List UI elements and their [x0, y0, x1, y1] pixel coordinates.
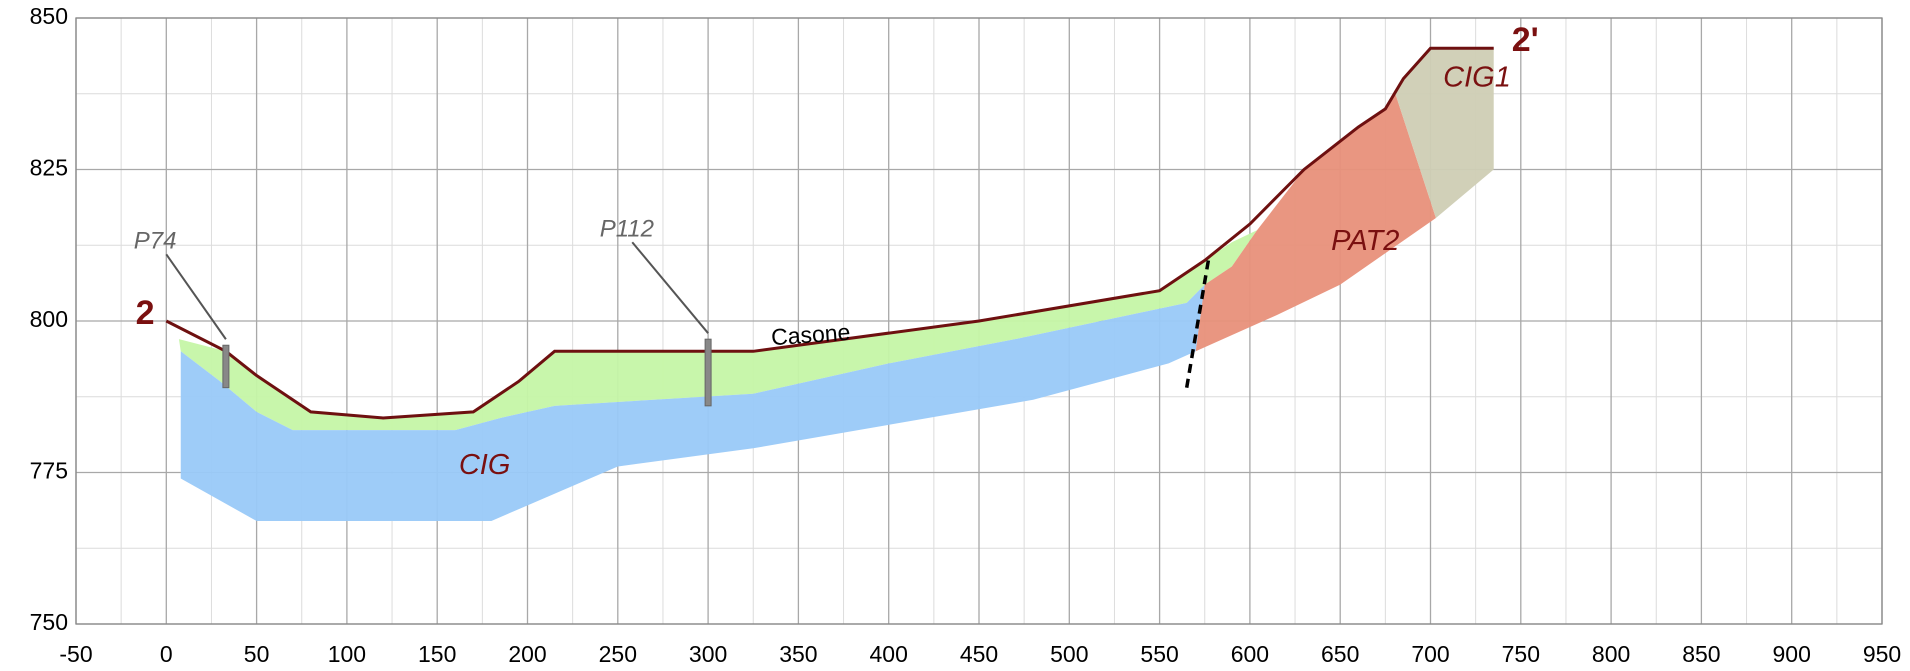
section-end-label: 2 [136, 294, 155, 332]
area [180, 284, 1205, 521]
x-tick-label: 0 [160, 641, 173, 667]
y-tick-label: 825 [30, 155, 68, 181]
x-tick-label: 400 [870, 641, 908, 667]
area [178, 230, 1258, 431]
borehole [704, 338, 712, 407]
y-tick-label: 800 [30, 306, 68, 332]
y-tick-label: 775 [30, 458, 68, 484]
x-tick-label: 750 [1502, 641, 1540, 667]
x-tick-label: 150 [418, 641, 456, 667]
x-tick-label: 450 [960, 641, 998, 667]
fault-line [1184, 260, 1211, 388]
x-tick-label: 950 [1863, 641, 1901, 667]
x-tick-label: 850 [1682, 641, 1720, 667]
x-tick-label: 50 [244, 641, 270, 667]
area-label: CIG1 [1443, 61, 1511, 93]
x-tick-label: 900 [1773, 641, 1811, 667]
borehole-label: P74 [134, 228, 177, 255]
area [1394, 48, 1494, 218]
plot-frame [75, 17, 1883, 625]
x-tick-label: 250 [599, 641, 637, 667]
x-tick-label: -50 [59, 641, 92, 667]
x-tick-label: 700 [1411, 641, 1449, 667]
x-tick-label: 300 [689, 641, 727, 667]
x-tick-label: 600 [1231, 641, 1269, 667]
profile-line [165, 46, 1494, 420]
x-tick-label: 200 [508, 641, 546, 667]
borehole [222, 344, 230, 389]
x-tick-label: 550 [1140, 641, 1178, 667]
leader-line [165, 253, 227, 340]
area-label: PAT2 [1331, 225, 1399, 257]
area [1195, 90, 1436, 352]
leader-line [631, 241, 709, 334]
section-end-label: 2' [1512, 21, 1539, 59]
y-tick-label: 850 [30, 3, 68, 29]
x-tick-label: 650 [1321, 641, 1359, 667]
x-tick-label: 500 [1050, 641, 1088, 667]
x-tick-label: 100 [328, 641, 366, 667]
borehole-label: P112 [600, 215, 654, 242]
casone-label: Casone [770, 319, 851, 350]
x-tick-label: 350 [779, 641, 817, 667]
y-tick-label: 750 [30, 609, 68, 635]
area-label: CIG [459, 449, 511, 481]
x-tick-label: 800 [1592, 641, 1630, 667]
